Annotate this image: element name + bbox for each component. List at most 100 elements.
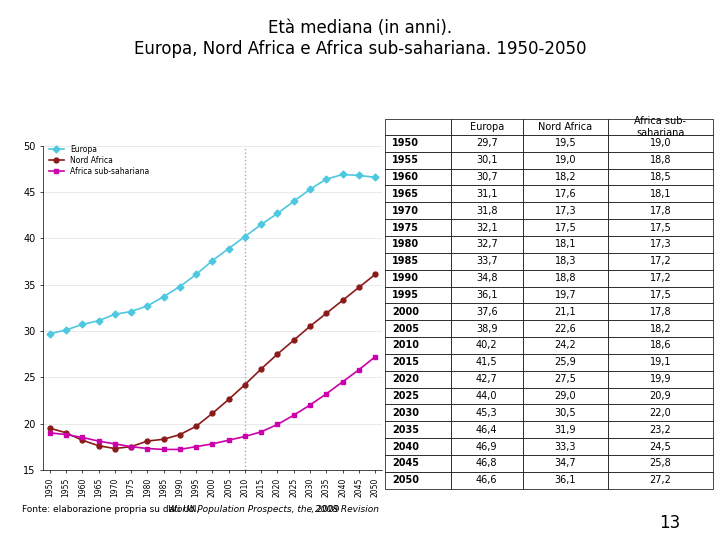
Text: 17,3: 17,3 bbox=[649, 239, 671, 249]
Bar bbox=[608, 455, 713, 472]
Text: 2025: 2025 bbox=[392, 391, 419, 401]
Bar bbox=[523, 303, 608, 320]
Text: 18,8: 18,8 bbox=[649, 155, 671, 165]
Text: 17,5: 17,5 bbox=[554, 222, 576, 233]
Text: 41,5: 41,5 bbox=[476, 357, 498, 367]
Bar bbox=[385, 168, 451, 185]
Bar bbox=[451, 269, 523, 287]
Text: 2000: 2000 bbox=[392, 307, 419, 317]
Text: 19,5: 19,5 bbox=[554, 138, 576, 149]
Text: Africa sub-
sahariana: Africa sub- sahariana bbox=[634, 116, 686, 138]
Bar bbox=[608, 438, 713, 455]
Bar bbox=[451, 455, 523, 472]
Text: 1995: 1995 bbox=[392, 290, 419, 300]
Text: 18,6: 18,6 bbox=[649, 341, 671, 350]
Text: 21,1: 21,1 bbox=[554, 307, 576, 317]
Bar bbox=[523, 371, 608, 388]
Bar bbox=[523, 421, 608, 438]
Bar bbox=[385, 152, 451, 168]
Bar bbox=[451, 388, 523, 404]
Bar bbox=[385, 472, 451, 489]
Text: Età mediana (in anni).: Età mediana (in anni). bbox=[268, 19, 452, 37]
Bar bbox=[608, 320, 713, 337]
Text: 18,1: 18,1 bbox=[554, 239, 576, 249]
Bar bbox=[385, 202, 451, 219]
Text: 2015: 2015 bbox=[392, 357, 419, 367]
Text: 46,4: 46,4 bbox=[476, 425, 498, 435]
Bar bbox=[385, 236, 451, 253]
Text: 34,8: 34,8 bbox=[476, 273, 498, 283]
Text: 19,7: 19,7 bbox=[554, 290, 576, 300]
Text: 45,3: 45,3 bbox=[476, 408, 498, 418]
Text: 18,2: 18,2 bbox=[554, 172, 576, 182]
Bar bbox=[608, 472, 713, 489]
Bar bbox=[523, 269, 608, 287]
Text: Fonte: elaborazione propria su dati UN,: Fonte: elaborazione propria su dati UN, bbox=[22, 505, 202, 514]
Bar bbox=[523, 388, 608, 404]
Text: 19,0: 19,0 bbox=[554, 155, 576, 165]
Bar bbox=[608, 253, 713, 269]
Bar bbox=[608, 168, 713, 185]
Text: 18,3: 18,3 bbox=[554, 256, 576, 266]
Text: 13: 13 bbox=[659, 514, 680, 532]
Bar bbox=[451, 202, 523, 219]
Bar bbox=[523, 219, 608, 236]
Bar bbox=[608, 354, 713, 371]
Bar bbox=[523, 404, 608, 421]
Bar bbox=[523, 472, 608, 489]
Text: 2010: 2010 bbox=[392, 341, 419, 350]
Text: 19,1: 19,1 bbox=[649, 357, 671, 367]
Bar bbox=[451, 421, 523, 438]
Text: 31,9: 31,9 bbox=[554, 425, 576, 435]
Text: 1960: 1960 bbox=[392, 172, 419, 182]
Text: 46,9: 46,9 bbox=[476, 442, 498, 451]
Bar bbox=[385, 354, 451, 371]
Bar bbox=[523, 185, 608, 202]
Bar bbox=[451, 152, 523, 168]
Bar bbox=[608, 303, 713, 320]
Bar bbox=[523, 152, 608, 168]
Text: 27,2: 27,2 bbox=[649, 475, 671, 485]
Bar bbox=[385, 438, 451, 455]
Bar bbox=[523, 253, 608, 269]
Text: 17,3: 17,3 bbox=[554, 206, 576, 215]
Text: 20,9: 20,9 bbox=[649, 391, 671, 401]
Text: 17,8: 17,8 bbox=[649, 206, 671, 215]
Text: 2045: 2045 bbox=[392, 458, 419, 468]
Bar bbox=[385, 388, 451, 404]
Text: 25,9: 25,9 bbox=[554, 357, 576, 367]
Bar bbox=[451, 253, 523, 269]
Text: , 2009: , 2009 bbox=[311, 505, 340, 514]
Legend: Europa, Nord Africa, Africa sub-sahariana: Europa, Nord Africa, Africa sub-saharian… bbox=[47, 143, 150, 178]
Text: 2030: 2030 bbox=[392, 408, 419, 418]
Bar bbox=[608, 219, 713, 236]
Bar bbox=[385, 303, 451, 320]
Text: 2020: 2020 bbox=[392, 374, 419, 384]
Bar bbox=[523, 135, 608, 152]
Text: 32,1: 32,1 bbox=[476, 222, 498, 233]
Text: 29,0: 29,0 bbox=[554, 391, 576, 401]
Text: 36,1: 36,1 bbox=[554, 475, 576, 485]
Text: 31,1: 31,1 bbox=[476, 189, 498, 199]
Bar bbox=[608, 152, 713, 168]
Text: 40,2: 40,2 bbox=[476, 341, 498, 350]
Text: 17,2: 17,2 bbox=[649, 256, 671, 266]
Bar bbox=[451, 354, 523, 371]
Text: 17,5: 17,5 bbox=[649, 290, 671, 300]
Text: 18,8: 18,8 bbox=[554, 273, 576, 283]
Text: Europa, Nord Africa e Africa sub-sahariana. 1950-2050: Europa, Nord Africa e Africa sub-saharia… bbox=[134, 40, 586, 58]
Text: 30,7: 30,7 bbox=[476, 172, 498, 182]
Text: 17,5: 17,5 bbox=[649, 222, 671, 233]
Bar bbox=[385, 337, 451, 354]
Bar bbox=[451, 287, 523, 303]
Text: Nord Africa: Nord Africa bbox=[539, 122, 593, 132]
Text: 22,0: 22,0 bbox=[649, 408, 671, 418]
Text: 46,8: 46,8 bbox=[476, 458, 498, 468]
Bar bbox=[523, 337, 608, 354]
Text: 34,7: 34,7 bbox=[554, 458, 576, 468]
Bar bbox=[385, 371, 451, 388]
Bar bbox=[608, 135, 713, 152]
Text: 33,3: 33,3 bbox=[554, 442, 576, 451]
Text: 1965: 1965 bbox=[392, 189, 419, 199]
Bar bbox=[451, 236, 523, 253]
